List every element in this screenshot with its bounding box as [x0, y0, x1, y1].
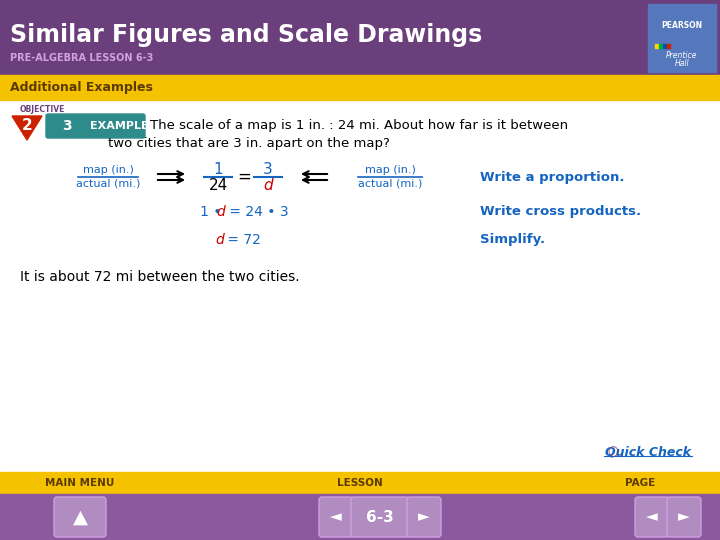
Bar [0, 75, 720, 100]
FancyBboxPatch shape [407, 497, 441, 537]
Text: It is about 72 mi between the two cities.: It is about 72 mi between the two cities… [20, 270, 300, 284]
Text: 6-3: 6-3 [366, 510, 394, 524]
Text: Simplify.: Simplify. [480, 233, 545, 246]
Text: 1 •: 1 • [200, 205, 226, 219]
Text: EXAMPLE: EXAMPLE [90, 121, 148, 131]
Bar [648, 4, 716, 72]
Bar [659, 44, 662, 48]
Text: PAGE: PAGE [625, 478, 655, 488]
Text: ►: ► [418, 510, 430, 524]
Text: map (in.): map (in.) [364, 165, 415, 175]
Text: ►: ► [678, 510, 690, 524]
Text: Quick Check: Quick Check [605, 446, 691, 458]
Bar [0, 472, 720, 494]
Text: =: = [237, 168, 251, 186]
Polygon shape [12, 116, 42, 140]
Text: The scale of a map is 1 in. : 24 mi. About how far is it between: The scale of a map is 1 in. : 24 mi. Abo… [150, 119, 568, 132]
Text: = 72: = 72 [223, 233, 261, 247]
Text: ○: ○ [607, 446, 618, 458]
Text: Similar Figures and Scale Drawings: Similar Figures and Scale Drawings [10, 23, 482, 47]
FancyBboxPatch shape [667, 497, 701, 537]
Text: 3: 3 [263, 163, 273, 178]
Text: d: d [264, 178, 273, 192]
Text: PRE-ALGEBRA LESSON 6-3: PRE-ALGEBRA LESSON 6-3 [10, 53, 153, 63]
FancyBboxPatch shape [351, 497, 409, 537]
Text: 24: 24 [208, 178, 228, 192]
Text: Write a proportion.: Write a proportion. [480, 171, 624, 184]
Bar [0, 0, 720, 75]
FancyBboxPatch shape [54, 497, 106, 537]
Text: actual (mi.): actual (mi.) [76, 179, 140, 189]
Text: ◄: ◄ [646, 510, 658, 524]
Text: d: d [216, 205, 225, 219]
Text: ◄: ◄ [330, 510, 342, 524]
Text: 1: 1 [213, 163, 222, 178]
FancyBboxPatch shape [319, 497, 353, 537]
Text: actual (mi.): actual (mi.) [358, 179, 422, 189]
Text: ▲: ▲ [73, 508, 88, 526]
Bar [667, 44, 670, 48]
Text: OBJECTIVE: OBJECTIVE [20, 105, 66, 114]
FancyBboxPatch shape [635, 497, 669, 537]
Bar [655, 44, 658, 48]
Text: 3: 3 [62, 119, 71, 133]
Text: MAIN MENU: MAIN MENU [45, 478, 114, 488]
Text: d: d [215, 233, 224, 247]
Text: 2: 2 [22, 118, 32, 133]
Text: Hall: Hall [675, 59, 689, 69]
Text: = 24 • 3: = 24 • 3 [225, 205, 289, 219]
Bar [0, 494, 720, 540]
FancyBboxPatch shape [46, 114, 145, 138]
Bar [663, 44, 666, 48]
Text: map (in.): map (in.) [83, 165, 133, 175]
Text: two cities that are 3 in. apart on the map?: two cities that are 3 in. apart on the m… [108, 137, 390, 150]
Text: Write cross products.: Write cross products. [480, 206, 641, 219]
Text: Prentice: Prentice [666, 51, 698, 60]
Text: PEARSON: PEARSON [662, 22, 703, 30]
Text: LESSON: LESSON [337, 478, 383, 488]
Text: Additional Examples: Additional Examples [10, 82, 153, 94]
